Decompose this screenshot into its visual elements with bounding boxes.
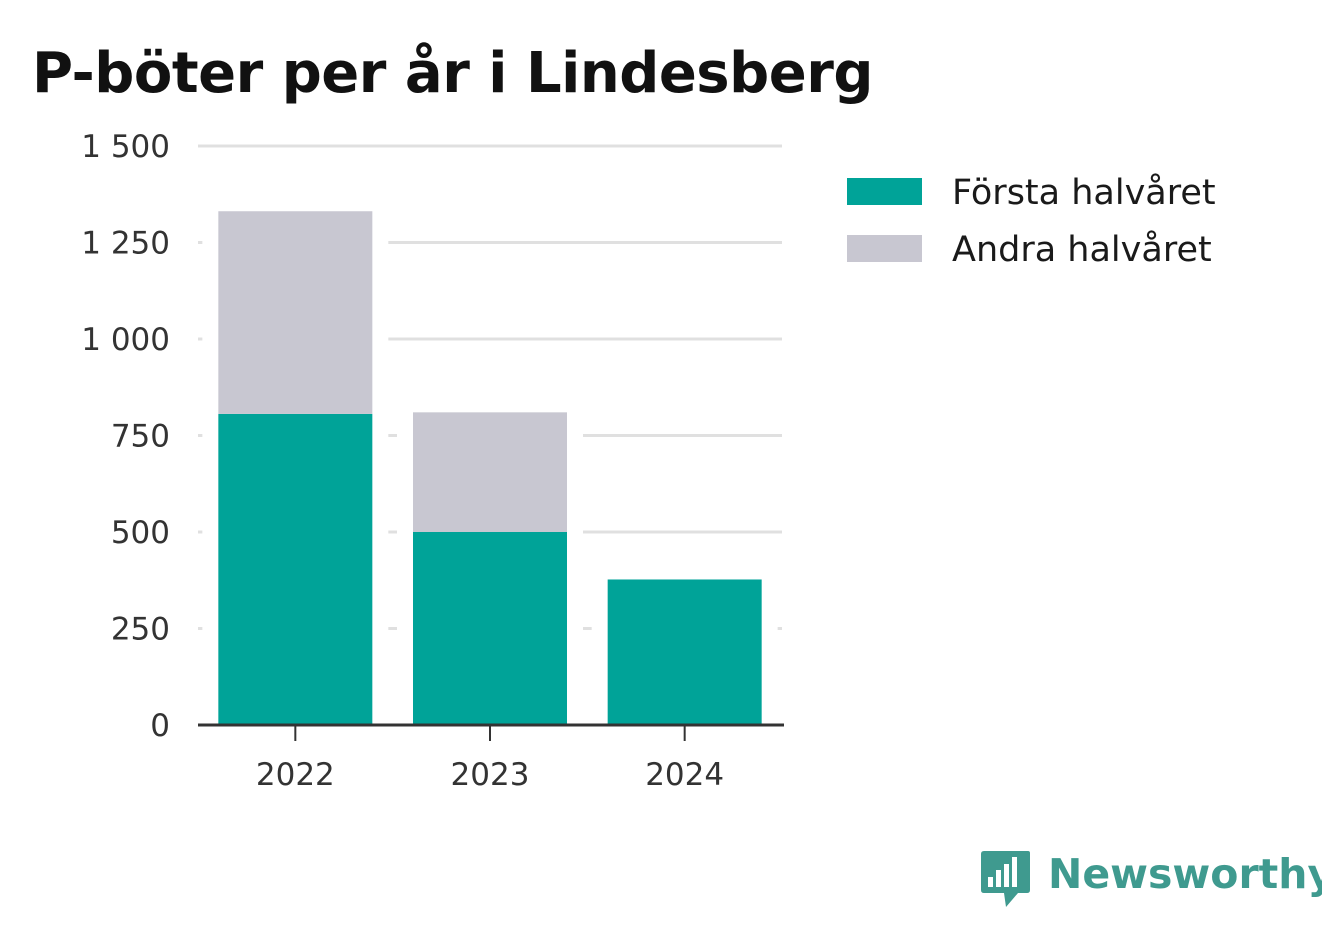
bar-2023-series-1 (413, 532, 567, 725)
brand-name: Newsworthy (1048, 850, 1322, 898)
bar-chart-speech-bubble-icon (981, 851, 1030, 907)
y-tick-label: 0 (150, 708, 170, 744)
legend-swatch (847, 235, 922, 262)
axes: 0 250 500 750 1 000 1 250 1 500 2022 2023 2024 (81, 129, 784, 793)
chart-title: P-böter per år i Lindesberg (32, 41, 873, 106)
bar-2023-series-2 (413, 412, 567, 532)
newsworthy-logo: Newsworthy (981, 850, 1322, 907)
y-tick-label: 1 500 (81, 129, 170, 165)
bar-2022-series-2 (218, 211, 373, 414)
bar-2022-series-1 (218, 413, 373, 725)
y-tick-label: 1 000 (81, 322, 170, 358)
legend: Första halvåret Andra halvåret (847, 172, 1216, 270)
x-tick-label: 2022 (256, 757, 335, 793)
y-tick-label: 500 (111, 515, 170, 551)
y-tick-label: 250 (111, 612, 170, 648)
x-tick-label: 2023 (451, 757, 530, 793)
bars (218, 211, 762, 725)
x-tick-label: 2024 (645, 757, 724, 793)
y-tick-label: 1 250 (81, 226, 170, 262)
y-tick-label: 750 (111, 419, 170, 455)
legend-label: Andra halvåret (952, 229, 1212, 270)
bar-2024-series-1 (607, 579, 762, 725)
legend-label: Första halvåret (952, 172, 1216, 213)
legend-swatch (847, 178, 922, 205)
